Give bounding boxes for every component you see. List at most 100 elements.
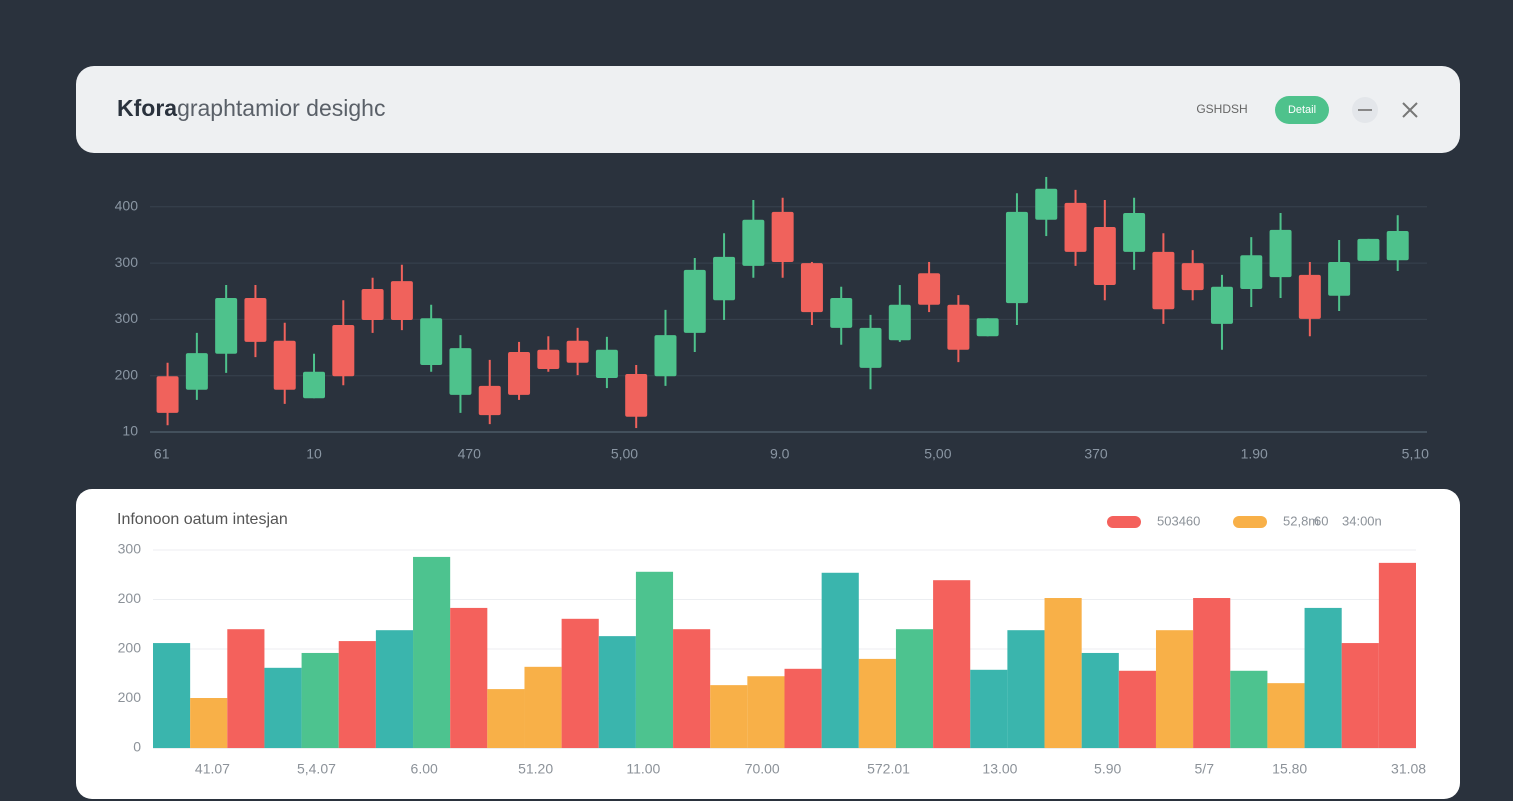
bar [1378,562,1416,748]
detail-button-label[interactable]: Detail [1288,104,1316,116]
candle-body [830,297,853,328]
bar [264,667,302,748]
candle-body [1035,188,1058,220]
x-tick-label: 5.90 [1094,761,1121,777]
bar [1044,598,1082,748]
x-tick-label: 5,00 [611,446,638,462]
bar [933,580,971,748]
x-tick-label: 5,10 [1402,446,1429,462]
x-tick-label: 470 [458,446,482,462]
y-tick-label: 200 [115,366,139,382]
candle-body [156,376,179,413]
bar [673,629,711,748]
x-tick-label: 51.20 [518,761,553,777]
x-tick-label: 11.00 [626,761,660,777]
x-tick-label: 9.0 [770,446,790,462]
legend-note: 34:00n [1342,513,1382,528]
candle-body [625,374,648,417]
candle-body [1240,255,1263,289]
bar [1081,652,1119,748]
candle-body [800,263,823,313]
candle-body [771,211,794,262]
candle-body [566,340,589,363]
y-tick-label: 200 [118,640,142,656]
y-tick-label: 400 [115,197,139,213]
x-tick-label: 370 [1084,446,1108,462]
bar [1341,643,1379,748]
candle-body [1298,274,1321,319]
candle-body [390,281,413,320]
title-rest: graphtamior desighc [177,95,385,121]
candle-body [947,304,970,350]
y-tick-label: 10 [122,423,138,439]
candle-body [1210,286,1233,324]
x-tick-label: 15.80 [1272,761,1307,777]
chart-title: Infonoon oatum intesjan [117,511,288,528]
candle-body [1386,230,1409,261]
candle-body [215,297,238,354]
legend-note: 60 [1314,513,1328,528]
y-tick-label: 300 [115,254,139,270]
candle-body [420,318,443,365]
candle-body [976,318,999,337]
candle-body [537,349,560,369]
bar [524,666,562,748]
candle-body [1005,211,1028,304]
x-tick-label: 5/7 [1195,761,1215,777]
x-tick-label: 10 [306,446,322,462]
bar [970,669,1008,748]
header-link[interactable]: GSHDSH [1196,102,1247,116]
y-tick-label: 300 [115,310,139,326]
bar [710,685,748,748]
candle-body [508,352,531,395]
candle-body [683,269,706,333]
charts: 400 300 300 200 10 61 10 470 5,00 9.0 5,00 370 1.90 5… [115,176,1429,777]
bar [227,629,265,748]
bar [190,698,228,748]
x-tick-label: 13.00 [982,761,1017,777]
bar [784,668,822,748]
bar [598,636,636,748]
detail-button[interactable] [1275,96,1329,124]
candle-body [273,340,296,390]
bar [1304,607,1342,748]
candle-body [478,385,501,416]
y-tick-label: 0 [133,739,141,755]
x-tick-label: 5,4.07 [297,761,336,777]
header-card [76,66,1460,153]
y-tick-label: 200 [118,689,142,705]
close-icon[interactable] [1402,102,1418,118]
x-tick-label: 1.90 [1241,446,1268,462]
bar [1155,630,1194,748]
title-bold: Kfora [117,95,177,121]
bar [1230,670,1268,748]
candle-body [654,335,677,377]
legend-label: 52,8m [1283,513,1319,528]
candle-body [859,327,882,368]
bar [1007,630,1045,748]
candle-body [888,304,911,341]
candle-body [1123,212,1146,252]
candle-body [1152,251,1175,310]
candle-body [1328,261,1351,296]
bar [561,618,599,748]
bar [1267,683,1305,748]
bar [153,643,191,748]
candle-body [595,349,618,378]
bar [413,556,451,748]
candle-body [361,288,384,320]
x-tick-label: 5,00 [924,446,951,462]
candle-body [332,325,355,377]
bar [375,630,414,748]
candle-body [713,256,736,301]
legend-label: 503460 [1157,513,1200,528]
bar [338,641,376,748]
legend-swatch [1233,516,1267,528]
candle-body [449,348,472,395]
bar [487,689,525,748]
x-tick-label: 6.00 [411,761,438,777]
bar [858,658,896,748]
bar [450,607,488,748]
